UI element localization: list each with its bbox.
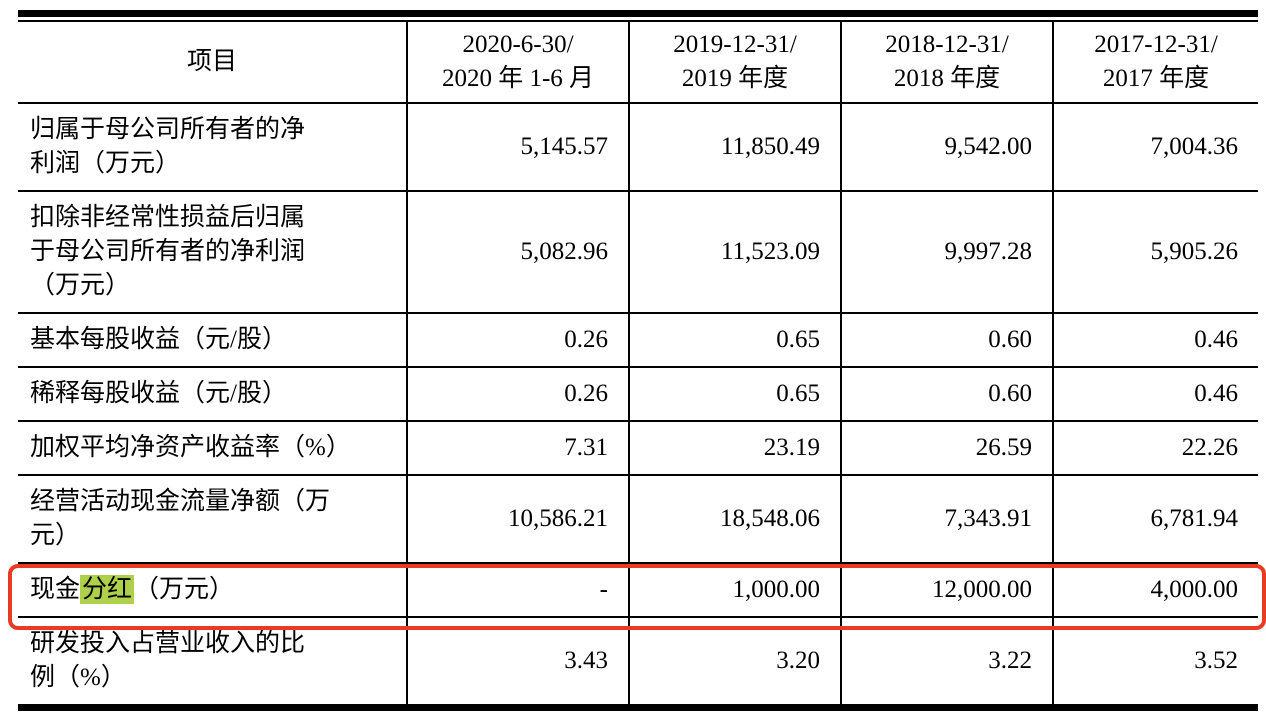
value-cell: 11,523.09	[629, 190, 842, 314]
value-cell: 6,781.94	[1053, 474, 1258, 564]
row-label: 研发投入占营业收入的比 例（%）	[18, 616, 408, 709]
table-row: 研发投入占营业收入的比 例（%） 3.43 3.20 3.22 3.52	[18, 616, 1258, 709]
value-cell: 22.26	[1053, 420, 1258, 476]
row-label: 加权平均净资产收益率（%）	[18, 420, 408, 476]
value-cell: -	[407, 562, 630, 618]
row-label: 稀释每股收益（元/股）	[18, 366, 408, 422]
keyword-highlight: 分红	[80, 575, 135, 604]
table-row: 扣除非经常性损益后归属 于母公司所有者的净利润 （万元） 5,082.96 11,5…	[18, 190, 1258, 314]
value-cell: 10,586.21	[407, 474, 630, 564]
financial-summary-table-grid: 项目 2020-6-30/ 2020 年 1-6 月 2019-12-31/ 20…	[18, 20, 1258, 711]
table-row: 基本每股收益（元/股） 0.26 0.65 0.60 0.46	[18, 312, 1258, 368]
financial-summary-table: 项目 2020-6-30/ 2020 年 1-6 月 2019-12-31/ 20…	[8, 10, 1266, 711]
value-cell: 0.60	[841, 312, 1054, 368]
value-cell: 0.65	[629, 312, 842, 368]
value-cell: 5,082.96	[407, 190, 630, 314]
value-cell: 3.43	[407, 616, 630, 709]
value-cell: 3.52	[1053, 616, 1258, 709]
value-cell: 7,004.36	[1053, 102, 1258, 192]
value-cell: 18,548.06	[629, 474, 842, 564]
value-cell: 11,850.49	[629, 102, 842, 192]
value-cell: 7.31	[407, 420, 630, 476]
value-cell: 3.22	[841, 616, 1054, 709]
value-cell: 0.46	[1053, 366, 1258, 422]
value-cell: 26.59	[841, 420, 1054, 476]
value-cell: 0.26	[407, 366, 630, 422]
column-header-item: 项目	[18, 20, 408, 104]
value-cell: 9,997.28	[841, 190, 1054, 314]
row-label-text: 现金	[30, 576, 81, 603]
column-header-period: 2019-12-31/ 2019 年度	[629, 20, 842, 104]
table-row: 稀释每股收益（元/股） 0.26 0.65 0.60 0.46	[18, 366, 1258, 422]
row-label-text: （万元）	[134, 576, 235, 603]
value-cell: 1,000.00	[629, 562, 842, 618]
column-header-period: 2018-12-31/ 2018 年度	[841, 20, 1054, 104]
value-cell: 4,000.00	[1053, 562, 1258, 618]
table-header-row: 项目 2020-6-30/ 2020 年 1-6 月 2019-12-31/ 20…	[18, 20, 1258, 104]
value-cell: 7,343.91	[841, 474, 1054, 564]
table-row-highlighted: 现金分红（万元） -1,000.00 12,000.00 4,000.00	[18, 562, 1258, 618]
value-cell: 3.20	[629, 616, 842, 709]
value-cell: 5,905.26	[1053, 190, 1258, 314]
table-row: 归属于母公司所有者的净 利润（万元） 5,145.57 11,850.49 9,542…	[18, 102, 1258, 192]
column-header-period: 2020-6-30/ 2020 年 1-6 月	[407, 20, 630, 104]
table-row: 加权平均净资产收益率（%） 7.31 23.19 26.59 22.26	[18, 420, 1258, 476]
row-label: 扣除非经常性损益后归属 于母公司所有者的净利润 （万元）	[18, 190, 408, 314]
row-label: 现金分红（万元）	[18, 562, 408, 618]
row-label: 基本每股收益（元/股）	[18, 312, 408, 368]
value-cell: 23.19	[629, 420, 842, 476]
value-cell: 9,542.00	[841, 102, 1054, 192]
column-header-period: 2017-12-31/ 2017 年度	[1053, 20, 1258, 104]
value-cell: 12,000.00	[841, 562, 1054, 618]
value-cell: 0.46	[1053, 312, 1258, 368]
value-cell: 0.26	[407, 312, 630, 368]
value-cell: 0.65	[629, 366, 842, 422]
value-cell: 5,145.57	[407, 102, 630, 192]
row-label: 经营活动现金流量净额（万 元）	[18, 474, 408, 564]
row-label: 归属于母公司所有者的净 利润（万元）	[18, 102, 408, 192]
table-row: 经营活动现金流量净额（万 元） 10,586.21 18,548.06 7,343.9…	[18, 474, 1258, 564]
value-cell: 0.60	[841, 366, 1054, 422]
